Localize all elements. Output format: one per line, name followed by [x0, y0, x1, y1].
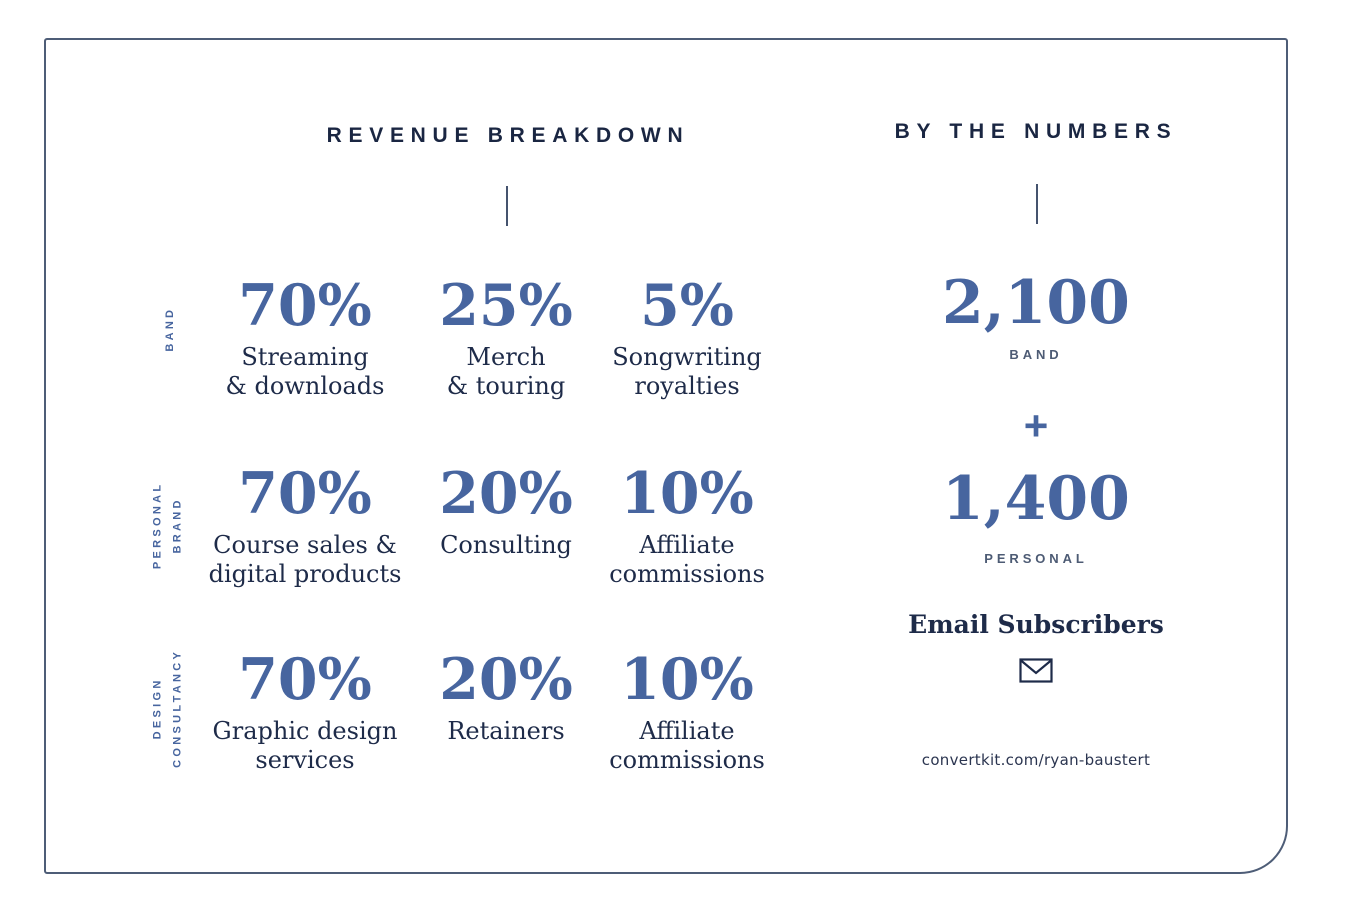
band-caption: BAND: [1009, 347, 1063, 362]
stat-design-retainers: 20% Retainers: [391, 648, 621, 746]
category-label-line: BAND: [163, 306, 176, 352]
category-label-line: BRAND: [172, 497, 184, 554]
envelope-icon-wrap: [886, 658, 1186, 687]
card-border: [44, 38, 1288, 874]
stat-value: 10%: [620, 460, 754, 527]
revenue-breakdown-title: REVENUE BREAKDOWN: [326, 124, 690, 147]
stat-label: Consulting: [440, 530, 572, 559]
category-label-line: PERSONAL: [151, 481, 164, 570]
by-the-numbers-title: BY THE NUMBERS: [894, 120, 1178, 143]
stat-band-streaming: 70% Streaming & downloads: [190, 274, 420, 401]
stat-design-affiliate: 10% Affiliate commissions: [572, 648, 802, 775]
stat-value: 25%: [439, 272, 573, 339]
stat-band-merch: 25% Merch & touring: [391, 274, 621, 401]
stat-label: Retainers: [447, 716, 565, 745]
stat-label: Affiliate commissions: [609, 716, 765, 775]
category-label-personal-brand: PERSONAL BRAND: [148, 445, 189, 605]
stat-label: Merch & touring: [446, 342, 566, 401]
stat-value: 10%: [620, 646, 754, 713]
stat-value: 20%: [439, 460, 573, 527]
stat-value: 70%: [238, 646, 372, 713]
stat-design-graphic: 70% Graphic design services: [190, 648, 420, 775]
stat-personal-affiliate: 10% Affiliate commissions: [572, 462, 802, 589]
stat-value: 5%: [640, 272, 734, 339]
stat-band-songwriting: 5% Songwriting royalties: [572, 274, 802, 401]
stat-personal-consulting: 20% Consulting: [391, 462, 621, 560]
category-label-line: CONSULTANCY: [172, 648, 184, 768]
left-title-divider: [506, 186, 508, 226]
stat-label: Course sales & digital products: [208, 530, 402, 589]
personal-caption: PERSONAL: [984, 551, 1088, 566]
stat-value: 70%: [238, 272, 372, 339]
stat-value: 20%: [439, 646, 573, 713]
band-subscriber-count: 2,100: [942, 268, 1130, 338]
envelope-icon: [1019, 658, 1053, 683]
stat-label: Graphic design services: [212, 716, 398, 775]
plus-sign: +: [1023, 402, 1049, 449]
convertkit-url: convertkit.com/ryan-baustert: [921, 751, 1151, 769]
stat-label: Affiliate commissions: [609, 530, 765, 589]
category-label-band: BAND: [160, 249, 180, 409]
stat-personal-courses: 70% Course sales & digital products: [190, 462, 420, 589]
category-label-line: DESIGN: [151, 677, 164, 740]
stat-label: Songwriting royalties: [612, 342, 762, 401]
personal-subscriber-count: 1,400: [942, 464, 1130, 534]
stat-value: 70%: [238, 460, 372, 527]
right-title-divider: [1036, 184, 1038, 224]
stat-label: Streaming & downloads: [225, 342, 385, 401]
category-label-design-consultancy: DESIGN CONSULTANCY: [148, 628, 189, 788]
email-subscribers-label: Email Subscribers: [908, 610, 1164, 639]
